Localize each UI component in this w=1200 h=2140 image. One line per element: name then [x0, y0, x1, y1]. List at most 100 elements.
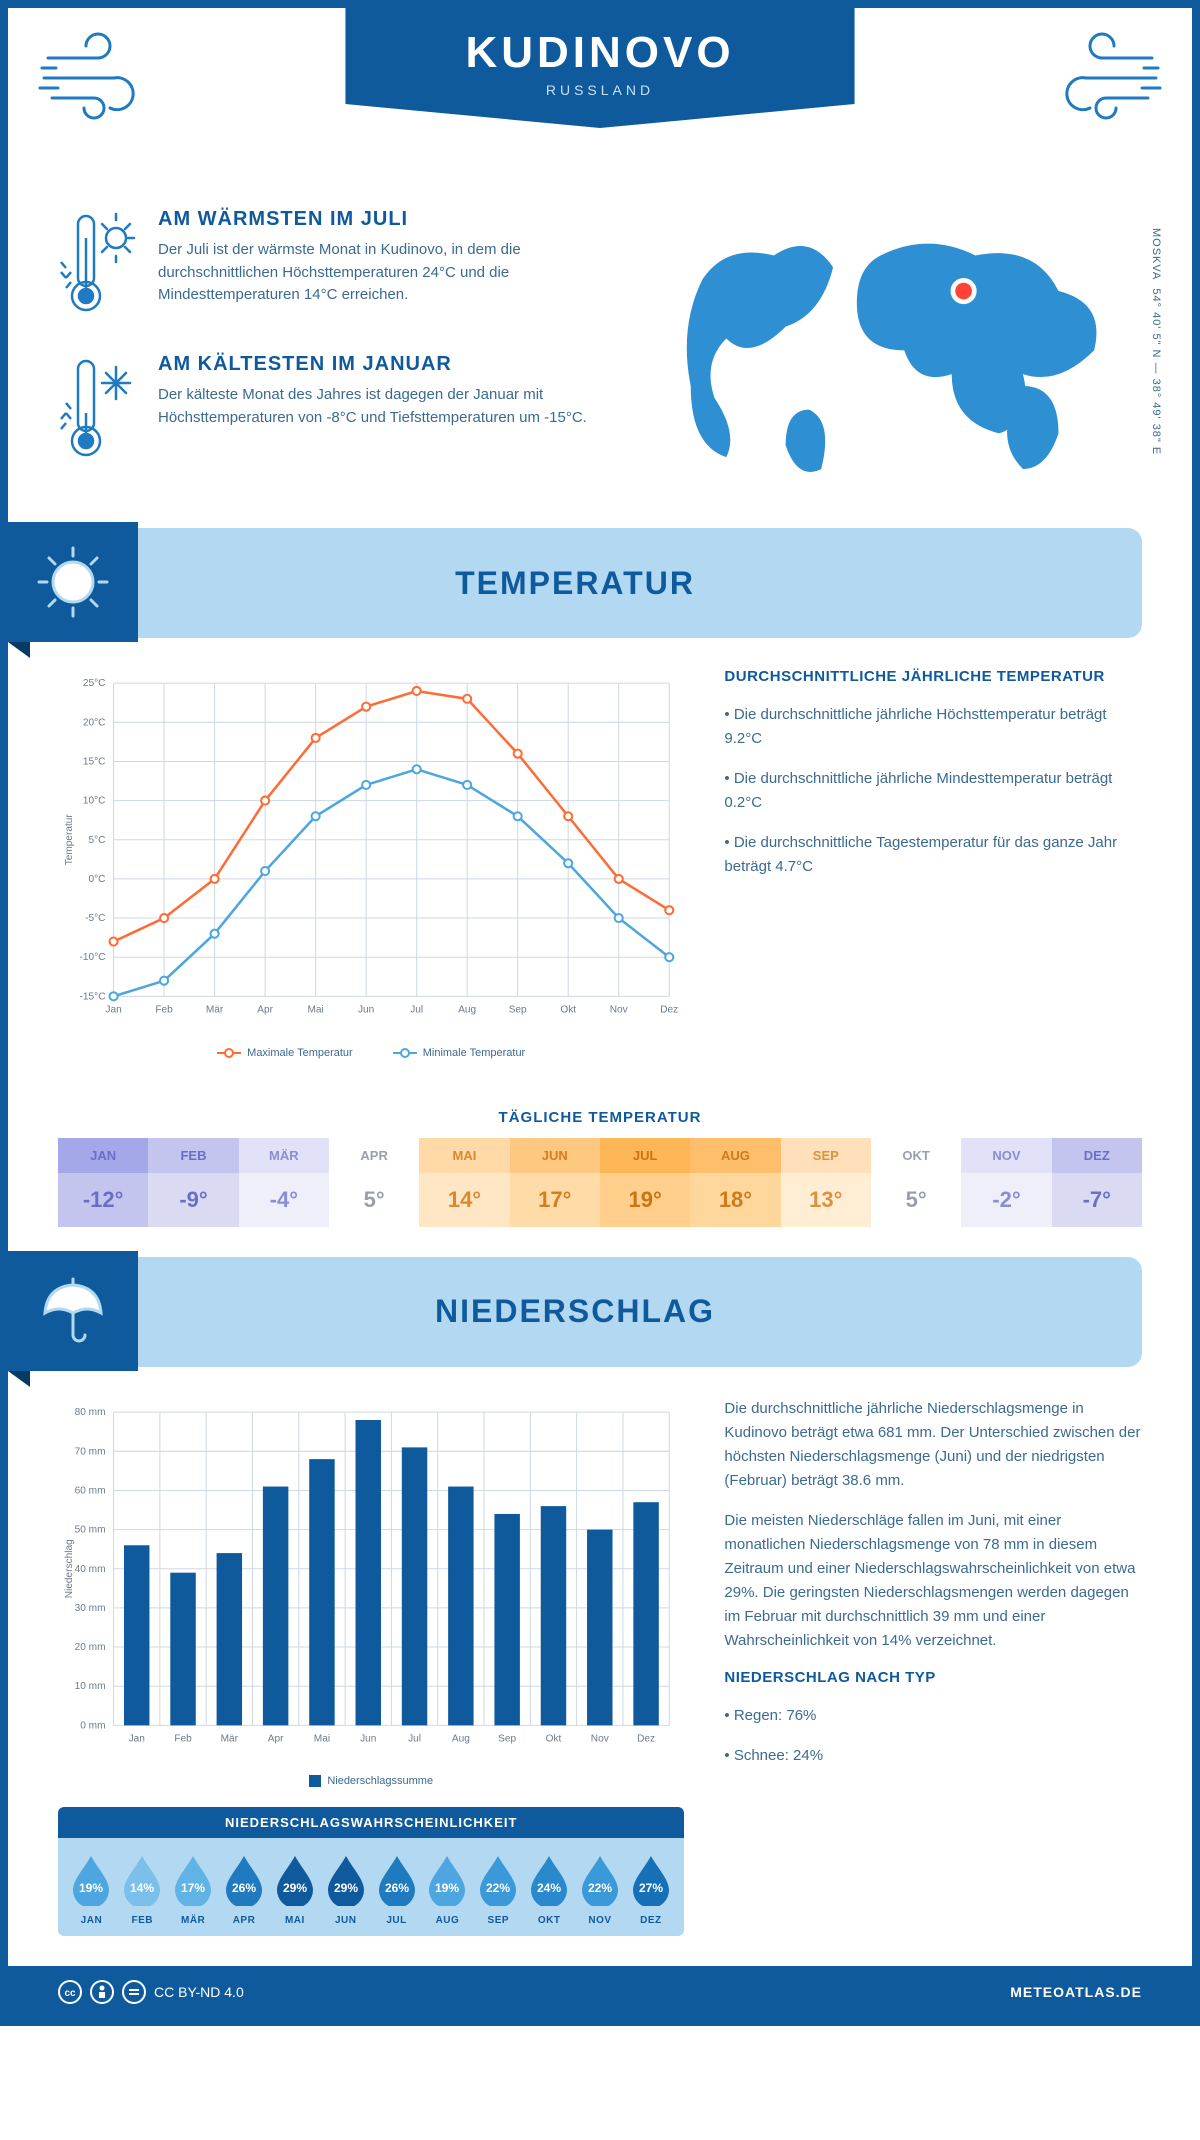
precip-section-title: NIEDERSCHLAG — [435, 1293, 715, 1330]
svg-text:30 mm: 30 mm — [75, 1603, 106, 1614]
world-map-icon — [667, 208, 1142, 498]
daily-cell: APR 5° — [329, 1138, 419, 1227]
svg-text:5°C: 5°C — [89, 835, 106, 846]
temp-stat-1: • Die durchschnittliche jährliche Höchst… — [724, 703, 1142, 751]
precip-drop: 29% JUN — [324, 1852, 368, 1926]
coldest-title: AM KÄLTESTEN IM JANUAR — [158, 353, 627, 376]
svg-text:19%: 19% — [79, 1881, 103, 1895]
svg-text:0°C: 0°C — [89, 874, 106, 885]
svg-text:Niederschlag: Niederschlag — [64, 1539, 75, 1598]
thermometer-sun-icon — [58, 208, 138, 323]
coldest-fact: AM KÄLTESTEN IM JANUAR Der kälteste Mona… — [58, 353, 627, 468]
daily-cell: NOV -2° — [961, 1138, 1051, 1227]
svg-text:10 mm: 10 mm — [75, 1681, 106, 1692]
chart-legend: Niederschlagssumme — [58, 1775, 684, 1787]
svg-text:Jul: Jul — [410, 1005, 423, 1016]
precip-drop: 19% JAN — [69, 1852, 113, 1926]
precip-drop: 24% OKT — [527, 1852, 571, 1926]
svg-text:Sep: Sep — [509, 1005, 527, 1016]
svg-text:Apr: Apr — [257, 1005, 273, 1016]
daily-cell: DEZ -7° — [1052, 1138, 1142, 1227]
svg-text:25°C: 25°C — [83, 678, 106, 689]
svg-text:20°C: 20°C — [83, 717, 106, 728]
country-name: RUSSLAND — [465, 82, 734, 98]
precip-type-2: • Schnee: 24% — [724, 1744, 1142, 1768]
svg-text:0 mm: 0 mm — [80, 1720, 105, 1731]
svg-text:26%: 26% — [385, 1881, 409, 1895]
svg-text:Temperatur: Temperatur — [64, 814, 75, 866]
svg-text:10°C: 10°C — [83, 796, 106, 807]
precip-drop: 17% MÄR — [171, 1852, 215, 1926]
page-frame: KUDINOVO RUSSLAND AM WÄRMSTEN IM JULI De… — [0, 0, 1200, 2026]
daily-cell: FEB -9° — [148, 1138, 238, 1227]
daily-temp-title: TÄGLICHE TEMPERATUR — [8, 1109, 1192, 1126]
daily-temp-table: JAN -12° FEB -9° MÄR -4° APR 5° MAI 14° … — [58, 1138, 1142, 1227]
svg-text:Nov: Nov — [610, 1005, 629, 1016]
precip-type-1: • Regen: 76% — [724, 1704, 1142, 1728]
svg-text:14%: 14% — [130, 1881, 154, 1895]
svg-text:26%: 26% — [232, 1881, 256, 1895]
thermometer-snow-icon — [58, 353, 138, 468]
svg-text:Sep: Sep — [498, 1733, 516, 1744]
svg-text:24%: 24% — [537, 1881, 561, 1895]
svg-text:Apr: Apr — [268, 1733, 284, 1744]
svg-text:Mär: Mär — [206, 1005, 224, 1016]
precip-drop: 27% DEZ — [629, 1852, 673, 1926]
coordinates: MOSKVA 54° 40' 5" N — 38° 49' 38" E — [1150, 228, 1162, 455]
precip-drop: 22% SEP — [476, 1852, 520, 1926]
precip-drop: 14% FEB — [120, 1852, 164, 1926]
precipitation-header: NIEDERSCHLAG — [8, 1257, 1142, 1367]
svg-text:27%: 27% — [639, 1881, 663, 1895]
wind-icon — [1042, 28, 1162, 128]
svg-text:70 mm: 70 mm — [75, 1446, 106, 1457]
temp-stats-title: DURCHSCHNITTLICHE JÄHRLICHE TEMPERATUR — [724, 668, 1142, 685]
svg-text:22%: 22% — [588, 1881, 612, 1895]
intro-section: AM WÄRMSTEN IM JULI Der Juli ist der wär… — [8, 188, 1192, 518]
daily-cell: OKT 5° — [871, 1138, 961, 1227]
temperature-header: TEMPERATUR — [8, 528, 1142, 638]
precip-drop: 26% JUL — [375, 1852, 419, 1926]
daily-cell: AUG 18° — [690, 1138, 780, 1227]
precip-prob-title: NIEDERSCHLAGSWAHRSCHEINLICHKEIT — [58, 1807, 684, 1838]
sun-icon — [8, 522, 138, 642]
precip-type-title: NIEDERSCHLAG NACH TYP — [724, 1669, 1142, 1686]
svg-text:Jan: Jan — [105, 1005, 121, 1016]
coldest-text: Der kälteste Monat des Jahres ist dagege… — [158, 384, 627, 429]
daily-cell: JAN -12° — [58, 1138, 148, 1227]
svg-text:Okt: Okt — [546, 1733, 562, 1744]
svg-text:29%: 29% — [283, 1881, 307, 1895]
license-badge: cc CC BY-ND 4.0 — [58, 1980, 244, 2004]
daily-cell: SEP 13° — [781, 1138, 871, 1227]
svg-text:cc: cc — [64, 1988, 76, 1999]
svg-text:Feb: Feb — [155, 1005, 173, 1016]
svg-text:60 mm: 60 mm — [75, 1485, 106, 1496]
svg-text:50 mm: 50 mm — [75, 1524, 106, 1535]
svg-text:Feb: Feb — [174, 1733, 192, 1744]
svg-text:22%: 22% — [486, 1881, 510, 1895]
warmest-text: Der Juli ist der wärmste Monat in Kudino… — [158, 239, 627, 307]
svg-text:20 mm: 20 mm — [75, 1642, 106, 1653]
precip-drop: 29% MAI — [273, 1852, 317, 1926]
svg-text:Dez: Dez — [660, 1005, 678, 1016]
precip-drop: 26% APR — [222, 1852, 266, 1926]
daily-cell: MÄR -4° — [239, 1138, 329, 1227]
precip-probability-panel: NIEDERSCHLAGSWAHRSCHEINLICHKEIT 19% JAN … — [58, 1807, 684, 1936]
svg-text:Nov: Nov — [591, 1733, 610, 1744]
svg-text:Okt: Okt — [560, 1005, 576, 1016]
svg-text:Dez: Dez — [637, 1733, 655, 1744]
temp-stat-2: • Die durchschnittliche jährliche Mindes… — [724, 767, 1142, 815]
svg-text:Aug: Aug — [452, 1733, 470, 1744]
daily-cell: JUL 19° — [600, 1138, 690, 1227]
svg-text:-15°C: -15°C — [80, 991, 106, 1002]
svg-text:-10°C: -10°C — [80, 952, 106, 963]
precipitation-bar-chart: 0 mm 10 mm 20 mm 30 mm 40 mm 50 mm 60 mm 70 mm 8… — [58, 1397, 684, 1788]
precip-text-1: Die durchschnittliche jährliche Niedersc… — [724, 1397, 1142, 1493]
temp-stat-3: • Die durchschnittliche Tagestemperatur … — [724, 831, 1142, 879]
chart-legend: Maximale Temperatur Minimale Temperatur — [58, 1047, 684, 1059]
svg-text:-5°C: -5°C — [85, 913, 105, 924]
temperature-line-chart: -15°C-10°C-5°C0°C5°C10°C15°C20°C25°CJanF… — [58, 668, 684, 1059]
warmest-title: AM WÄRMSTEN IM JULI — [158, 208, 627, 231]
svg-text:40 mm: 40 mm — [75, 1564, 106, 1575]
svg-text:Mär: Mär — [221, 1733, 239, 1744]
svg-text:80 mm: 80 mm — [75, 1407, 106, 1418]
